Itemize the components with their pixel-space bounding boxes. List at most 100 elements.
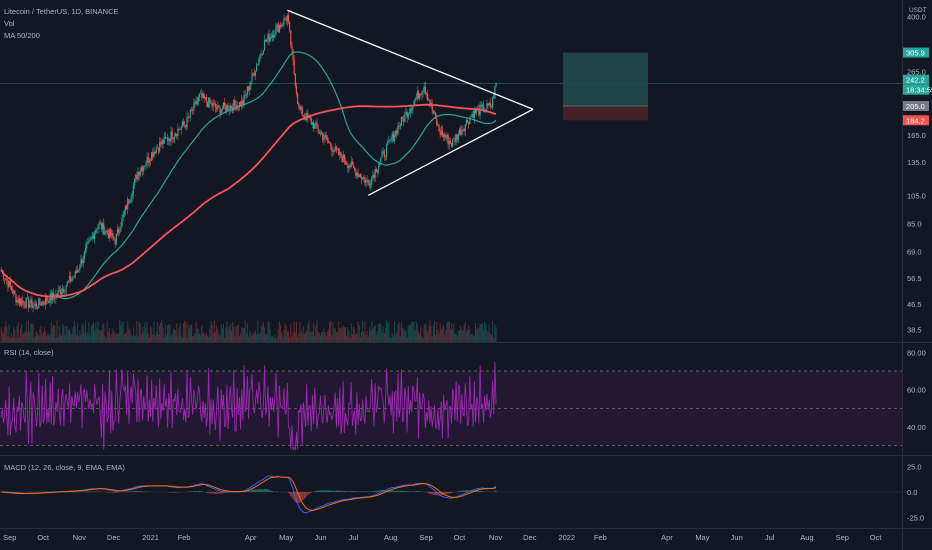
candle-body — [72, 277, 74, 279]
volume-bar — [202, 333, 204, 342]
volume-bar — [223, 323, 225, 342]
macd-histogram-bar — [366, 491, 368, 492]
candle-body — [492, 97, 494, 108]
candle-body — [63, 288, 65, 292]
volume-bar — [313, 323, 315, 342]
macd-histogram-bar — [115, 492, 117, 493]
candle-body — [344, 161, 347, 164]
macd-histogram-bar — [208, 492, 210, 494]
candle-body — [277, 24, 279, 33]
macd-histogram-bar — [144, 491, 146, 492]
macd-histogram-bar — [297, 492, 299, 504]
volume-bar — [270, 336, 272, 342]
price-badge-label: 184.2 — [906, 116, 925, 125]
candle-body — [19, 298, 22, 305]
volume-bar — [446, 322, 448, 342]
volume-bar — [212, 333, 214, 342]
volume-bar — [349, 337, 351, 342]
candle-body — [87, 242, 89, 245]
volume-bar — [381, 332, 383, 342]
macd-histogram-bar — [266, 489, 268, 492]
candle-body — [297, 93, 299, 104]
candle-body — [468, 122, 470, 125]
volume-bar — [354, 328, 356, 342]
volume-bar — [64, 335, 66, 342]
candle-body — [351, 161, 353, 165]
candle-body — [143, 165, 145, 171]
candle-body — [197, 96, 200, 102]
rsi-legend[interactable]: RSI (14, close) — [4, 348, 54, 357]
macd-histogram-bar — [249, 490, 251, 492]
macd-histogram-bar — [435, 492, 437, 496]
candle-body — [388, 140, 390, 142]
price-axis[interactable]: 400.0 265.0 205.0 165.0 135.0 105.0 85.0 69.0 56… — [903, 13, 932, 523]
macd-legend[interactable]: MACD (12, 26, close, 9, EMA, EMA) — [4, 463, 125, 472]
candle-body — [6, 279, 8, 281]
volume-bar — [314, 335, 316, 342]
volume-bar — [47, 333, 49, 342]
volume-bar — [416, 324, 418, 342]
volume-bar — [93, 322, 95, 342]
volume-bar — [151, 327, 153, 342]
candle-body — [472, 113, 474, 118]
volume-bar — [297, 336, 299, 342]
volume-bar — [282, 336, 284, 342]
lower-trendline — [368, 108, 534, 196]
candle-body — [162, 140, 164, 144]
candle-body — [88, 240, 90, 243]
candle-body — [398, 125, 400, 127]
price-badge-label: 205.0 — [906, 102, 925, 111]
candle-body — [416, 91, 418, 98]
macd-histogram-bar — [201, 491, 203, 492]
candle-body — [185, 125, 187, 128]
macd-histogram-bar — [389, 490, 391, 492]
macd-histogram-bar — [356, 491, 358, 492]
candle-body — [409, 108, 412, 113]
volume-bar — [489, 333, 491, 342]
macd-histogram-bar — [219, 492, 221, 494]
volume-bar — [251, 335, 253, 342]
time-tick-label: Apr — [661, 533, 673, 542]
volume-bar — [414, 330, 416, 342]
candle-body — [364, 178, 366, 183]
candle-body — [433, 112, 436, 114]
chart-drawings[interactable] — [287, 9, 648, 196]
macd-histogram-bar — [345, 491, 346, 492]
volume-bar — [144, 322, 146, 342]
volume-bar — [346, 335, 348, 342]
volume-bar — [50, 322, 52, 342]
volume-bar — [245, 333, 247, 342]
volume-bar — [105, 337, 107, 342]
volume-bar — [227, 329, 229, 342]
volume-bar — [69, 328, 71, 342]
candle-body — [300, 106, 302, 110]
volume-bar — [325, 335, 327, 342]
volume-bar — [493, 337, 495, 342]
macd-line — [1, 475, 497, 514]
long-position-target — [563, 52, 648, 106]
volume-legend[interactable]: Vol — [4, 19, 15, 28]
volume-bar — [192, 336, 194, 342]
macd-histogram-bar — [250, 490, 252, 492]
volume-bar — [459, 330, 461, 342]
candle-body — [295, 86, 298, 94]
ma-legend[interactable]: MA 50/200 — [4, 31, 40, 40]
volume-bars — [0, 320, 497, 342]
volume-bar — [337, 332, 339, 342]
macd-histogram-bar — [134, 490, 136, 492]
volume-bar — [45, 330, 47, 342]
volume-bar — [331, 335, 333, 342]
volume-bar — [70, 332, 72, 342]
macd-histogram-bar — [112, 492, 114, 493]
candle-body — [405, 112, 407, 115]
symbol-legend[interactable]: Litecoin / TetherUS, 1D, BINANCE — [4, 7, 119, 16]
volume-bar — [397, 324, 399, 342]
volume-bar — [115, 333, 117, 342]
macd-histogram-bar — [461, 490, 463, 492]
macd-histogram-bar — [288, 492, 289, 493]
time-axis[interactable]: Sep Oct Nov Dec 2021 Feb Apr May Jun Jul Aug Sep Oct… — [3, 533, 882, 542]
volume-bar — [225, 327, 227, 342]
candle-body — [391, 133, 393, 140]
macd-histogram-bar — [107, 492, 109, 493]
